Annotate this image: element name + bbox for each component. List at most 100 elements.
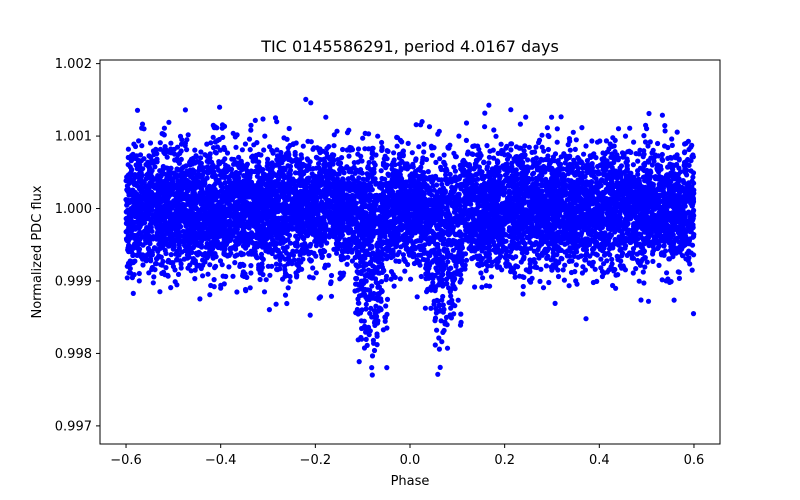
data-point [690,174,696,180]
data-point [313,253,319,259]
data-point [641,133,647,139]
data-point [127,265,133,272]
data-point [259,264,265,271]
data-point [210,134,216,140]
data-point [239,147,245,153]
data-point [248,127,254,133]
data-point [197,296,203,302]
data-point [589,161,595,167]
data-point [360,135,366,141]
data-point [362,130,368,136]
data-point [509,160,515,166]
data-point [344,130,351,136]
data-point [226,174,232,180]
data-point [480,275,486,281]
data-point [552,151,559,157]
data-point [369,283,375,289]
data-point [659,277,665,283]
data-point [582,257,588,263]
data-point [139,121,146,127]
data-point [533,144,539,150]
data-point [659,151,665,158]
data-point [267,272,273,278]
data-point [491,127,497,133]
data-point [402,268,408,274]
data-point [433,265,439,271]
data-point [192,160,198,166]
chart-title: TIC 0145586291, period 4.0167 days [260,37,559,56]
data-point [331,143,337,149]
data-point [444,281,450,287]
data-point [546,133,552,140]
data-point [136,138,142,144]
data-point [646,110,652,117]
data-point [539,132,545,138]
data-point [313,270,319,276]
data-point [581,151,587,157]
data-point [661,243,667,249]
data-point [638,297,644,303]
data-point [470,143,476,149]
data-point [517,121,524,127]
data-point [443,172,449,178]
data-point [636,278,642,284]
data-point [184,137,190,143]
data-point [205,271,211,277]
data-point [152,164,158,170]
data-point [280,276,286,282]
data-point [391,283,397,289]
data-point [242,141,248,147]
data-point [472,284,478,290]
data-point [635,171,641,177]
data-point [589,138,595,144]
data-point [421,149,427,155]
data-point [369,372,375,378]
data-point [152,261,159,267]
data-point [419,119,425,125]
data-point [139,125,145,131]
data-point [516,145,523,151]
data-point [247,147,253,153]
data-point [439,254,446,260]
data-point [482,110,488,116]
data-point [175,271,182,277]
data-point [383,303,389,309]
data-point [153,246,159,252]
data-point [455,297,461,303]
data-point [534,264,540,271]
data-point [157,146,164,152]
data-point [369,314,375,320]
data-point [426,124,433,130]
data-point [630,246,637,252]
data-point [555,229,561,236]
data-point [349,258,355,264]
data-point [437,156,443,162]
data-point [366,159,372,166]
data-point [615,126,622,132]
data-point [363,301,369,307]
data-point [369,365,375,371]
data-point [573,262,579,268]
data-point [248,270,254,276]
data-point [408,276,414,282]
data-point [429,152,435,158]
data-point [326,144,332,150]
data-point [655,153,662,159]
data-point [134,107,141,113]
data-point [314,155,320,161]
data-point [552,300,558,306]
data-point [447,171,453,177]
data-point [222,156,228,162]
data-point [458,311,464,317]
data-point [192,276,198,282]
data-point [204,164,210,170]
data-point [379,139,385,146]
data-point [478,270,484,276]
data-point [258,251,265,257]
data-point [207,292,213,298]
data-point [418,273,424,280]
data-point [413,157,419,163]
data-point [328,293,335,299]
data-point [200,273,206,279]
data-point [560,267,566,273]
